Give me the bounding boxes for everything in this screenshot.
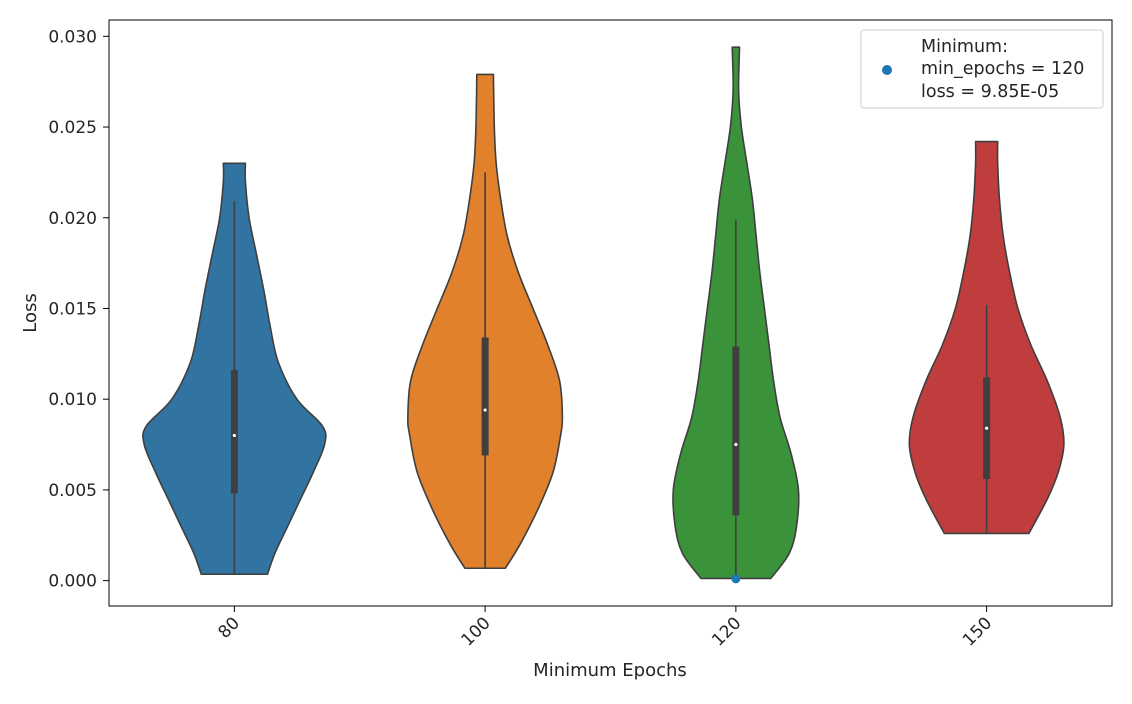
x-axis-label: Minimum Epochs (533, 660, 687, 681)
y-tick-label: 0.000 (48, 572, 97, 592)
x-tick-label: 100 (458, 613, 495, 650)
legend-line-epochs: min_epochs = 120 (921, 59, 1084, 79)
legend-marker (882, 65, 892, 75)
legend-line-loss: loss = 9.85E-05 (921, 82, 1059, 102)
y-axis: 0.000 0.005 0.010 0.015 0.020 0.025 0.030 (48, 27, 109, 592)
y-tick-label: 0.025 (48, 118, 97, 138)
y-tick-label: 0.015 (48, 299, 97, 319)
legend: Minimum: min_epochs = 120 loss = 9.85E-0… (860, 29, 1104, 109)
y-axis-label: Loss (20, 293, 41, 332)
y-tick-label: 0.020 (48, 209, 97, 229)
median-dot-150 (985, 426, 989, 430)
x-axis: 80 100 120 150 (214, 606, 996, 650)
legend-box (860, 29, 1104, 109)
minimum-point (731, 574, 741, 584)
x-tick-label: 80 (214, 613, 243, 642)
y-tick-label: 0.010 (48, 390, 97, 410)
x-tick-label: 150 (959, 613, 996, 650)
boxes-layer (230, 172, 991, 584)
median-dot-100 (483, 408, 487, 412)
iqr-box-100 (481, 337, 489, 456)
iqr-box-80 (230, 370, 238, 494)
legend-line-title: Minimum: (921, 37, 1008, 57)
y-tick-label: 0.030 (48, 27, 97, 47)
plot-frame (108, 19, 1113, 607)
y-tick-label: 0.005 (48, 481, 97, 501)
median-dot-80 (232, 433, 236, 438)
iqr-box-120 (732, 346, 740, 516)
median-dot-120 (734, 442, 738, 447)
x-tick-label: 120 (708, 613, 745, 650)
